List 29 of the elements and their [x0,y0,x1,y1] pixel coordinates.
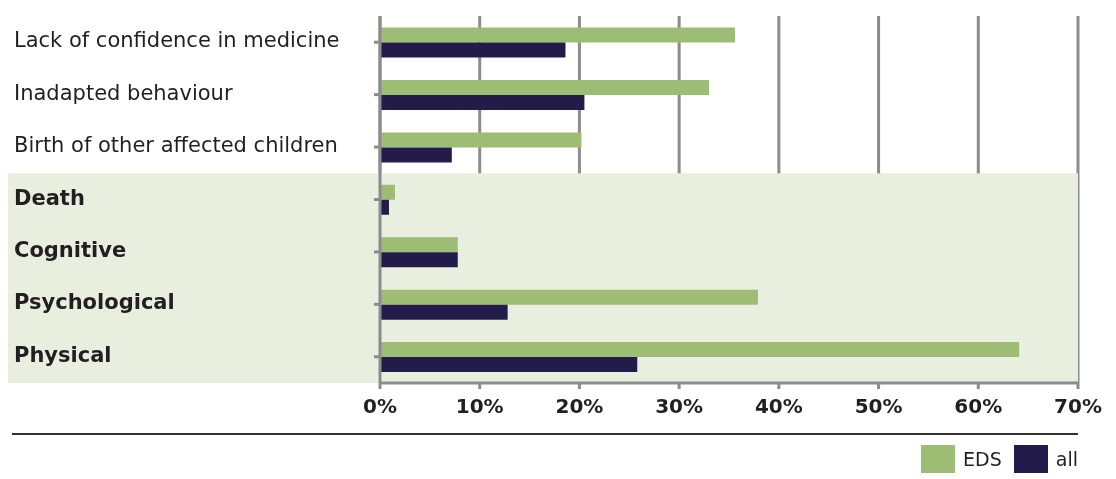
y-tick-label: Inadapted behaviour [14,80,233,105]
bar [380,132,582,148]
x-tick-label: 40% [754,394,803,419]
x-tick-label: 10% [455,394,504,419]
bar [380,304,508,320]
bar [380,237,458,253]
legend-label: all [1054,447,1078,472]
x-tick-label: 20% [555,394,604,419]
x-tick-label: 70% [1054,394,1102,419]
bar [380,342,1020,358]
y-tick-label: Cognitive [14,237,127,262]
y-tick-label: Lack of confidence in medicine [14,28,340,53]
bar [380,79,710,95]
bar [380,289,758,305]
y-tick-label: Psychological [14,290,175,315]
bar [380,147,452,163]
y-tick-label: Physical [14,342,112,367]
bar [380,42,566,58]
bar [380,94,585,110]
y-tick-label: Birth of other affected children [14,133,338,158]
legend-label: EDS [962,447,1002,472]
bar [380,252,458,268]
bar [380,357,638,373]
x-tick-label: 60% [954,394,1003,419]
y-tick-label: Death [14,185,85,210]
x-tick-label: 30% [655,394,704,419]
x-tick-label: 50% [854,394,903,419]
bar [380,27,735,43]
x-tick-label: 0% [363,394,397,419]
